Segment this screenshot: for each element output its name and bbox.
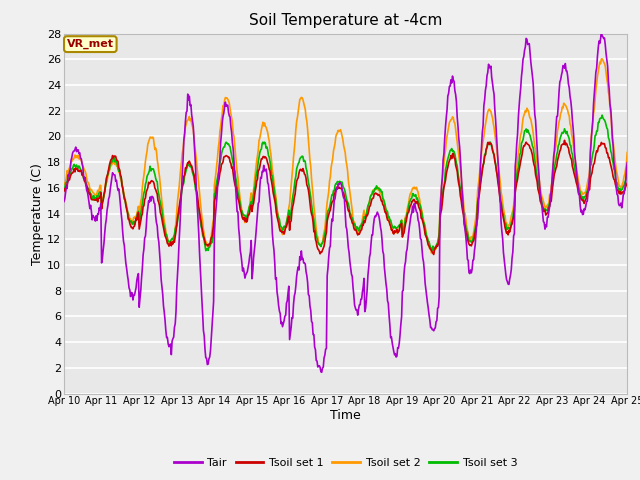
X-axis label: Time: Time (330, 409, 361, 422)
Legend: Tair, Tsoil set 1, Tsoil set 2, Tsoil set 3: Tair, Tsoil set 1, Tsoil set 2, Tsoil se… (170, 453, 522, 472)
Text: VR_met: VR_met (67, 39, 114, 49)
Y-axis label: Temperature (C): Temperature (C) (31, 163, 44, 264)
Title: Soil Temperature at -4cm: Soil Temperature at -4cm (249, 13, 442, 28)
